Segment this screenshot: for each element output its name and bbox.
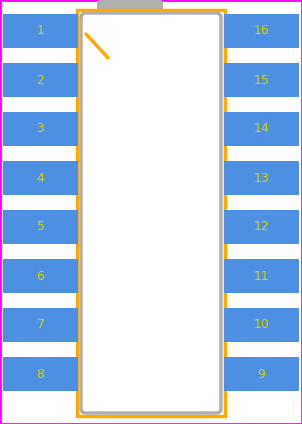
Text: 10: 10 [254, 318, 269, 332]
Text: 16: 16 [254, 25, 269, 37]
Bar [3, 210, 78, 244]
Bar [224, 63, 299, 97]
Text: 7: 7 [37, 318, 44, 332]
Bar [3, 308, 78, 342]
Text: 11: 11 [254, 270, 269, 282]
Bar [3, 357, 78, 391]
Bar [224, 14, 299, 48]
Text: 12: 12 [254, 220, 269, 234]
Text: 9: 9 [258, 368, 265, 380]
FancyBboxPatch shape [97, 0, 163, 15]
Text: 6: 6 [37, 270, 44, 282]
Bar [3, 112, 78, 146]
Bar [224, 112, 299, 146]
Bar [224, 357, 299, 391]
Bar [3, 259, 78, 293]
Text: 5: 5 [37, 220, 44, 234]
Text: 8: 8 [37, 368, 44, 380]
Text: 3: 3 [37, 123, 44, 136]
Bar [3, 14, 78, 48]
Bar [224, 259, 299, 293]
Bar [3, 63, 78, 97]
Text: 13: 13 [254, 171, 269, 184]
FancyBboxPatch shape [81, 13, 221, 413]
Bar [224, 161, 299, 195]
Text: 4: 4 [37, 171, 44, 184]
Bar [77, 10, 225, 416]
Bar [3, 161, 78, 195]
Text: 15: 15 [254, 73, 269, 86]
Text: 2: 2 [37, 73, 44, 86]
Bar [224, 308, 299, 342]
Text: 1: 1 [37, 25, 44, 37]
Text: 14: 14 [254, 123, 269, 136]
Bar [224, 210, 299, 244]
